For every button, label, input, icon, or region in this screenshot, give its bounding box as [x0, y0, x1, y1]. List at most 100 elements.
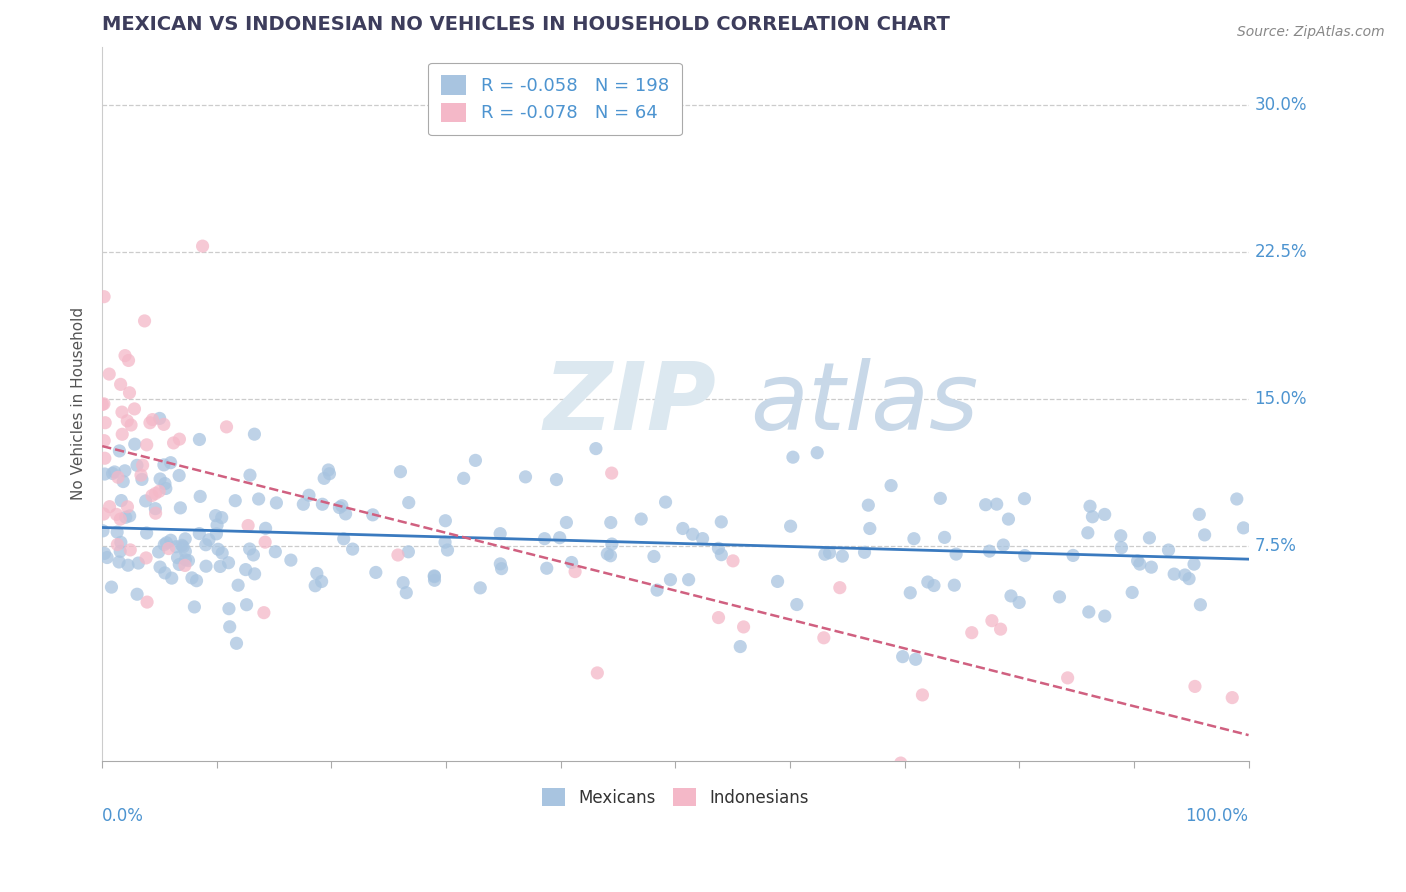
- Point: [94, 416, 117, 430]
- Point: [93, 467, 115, 481]
- Point: [682, 527, 704, 541]
- Point: [253, 606, 276, 620]
- Point: [105, 525, 128, 540]
- Point: [891, 649, 914, 664]
- Point: [818, 546, 841, 560]
- Point: [423, 569, 446, 583]
- Point: [93, 546, 115, 560]
- Point: [1081, 509, 1104, 524]
- Point: [1014, 491, 1036, 506]
- Point: [464, 453, 486, 467]
- Point: [1111, 541, 1133, 555]
- Point: [280, 553, 302, 567]
- Point: [491, 561, 513, 575]
- Point: [108, 544, 131, 558]
- Point: [239, 541, 262, 556]
- Point: [1188, 508, 1211, 522]
- Y-axis label: No Vehicles in Household: No Vehicles in Household: [72, 307, 86, 500]
- Point: [207, 542, 229, 557]
- Point: [247, 491, 270, 506]
- Point: [127, 587, 149, 601]
- Point: [108, 444, 131, 458]
- Point: [169, 432, 191, 446]
- Text: 30.0%: 30.0%: [1254, 96, 1306, 114]
- Text: MEXICAN VS INDONESIAN NO VEHICLES IN HOUSEHOLD CORRELATION CHART: MEXICAN VS INDONESIAN NO VEHICLES IN HOU…: [103, 15, 950, 34]
- Point: [186, 574, 208, 588]
- Point: [110, 493, 132, 508]
- Point: [149, 560, 172, 574]
- Point: [153, 417, 176, 432]
- Point: [155, 535, 177, 549]
- Point: [93, 434, 115, 448]
- Point: [979, 544, 1001, 558]
- Point: [198, 533, 221, 547]
- Point: [600, 537, 623, 551]
- Point: [555, 516, 578, 530]
- Point: [934, 530, 956, 544]
- Point: [929, 491, 952, 506]
- Point: [1094, 609, 1116, 624]
- Point: [209, 559, 232, 574]
- Point: [159, 533, 181, 548]
- Point: [239, 468, 262, 483]
- Point: [172, 540, 194, 554]
- Point: [1109, 529, 1132, 543]
- Point: [814, 547, 837, 561]
- Point: [114, 464, 136, 478]
- Point: [254, 521, 277, 535]
- Point: [1182, 557, 1205, 571]
- Point: [93, 397, 115, 411]
- Point: [188, 490, 211, 504]
- Point: [960, 625, 983, 640]
- Point: [990, 622, 1012, 636]
- Point: [533, 532, 555, 546]
- Point: [177, 553, 200, 567]
- Point: [396, 545, 419, 559]
- Point: [831, 549, 853, 563]
- Point: [1126, 768, 1149, 782]
- Point: [318, 463, 340, 477]
- Point: [117, 353, 139, 368]
- Point: [131, 458, 153, 472]
- Point: [766, 574, 789, 589]
- Point: [853, 545, 876, 559]
- Point: [167, 468, 190, 483]
- Point: [335, 507, 357, 521]
- Point: [423, 569, 446, 583]
- Point: [1157, 543, 1180, 558]
- Point: [153, 458, 176, 472]
- Point: [226, 578, 249, 592]
- Point: [108, 555, 131, 569]
- Point: [174, 544, 197, 558]
- Point: [733, 620, 755, 634]
- Point: [1129, 557, 1152, 571]
- Point: [585, 442, 607, 456]
- Point: [599, 516, 621, 530]
- Point: [157, 541, 180, 556]
- Point: [330, 499, 353, 513]
- Point: [392, 575, 415, 590]
- Point: [153, 476, 176, 491]
- Point: [127, 556, 149, 570]
- Point: [707, 610, 730, 624]
- Point: [1049, 590, 1071, 604]
- Point: [174, 553, 197, 567]
- Point: [305, 566, 328, 581]
- Point: [721, 554, 744, 568]
- Point: [141, 489, 163, 503]
- Point: [945, 547, 967, 561]
- Point: [858, 498, 880, 512]
- Point: [1008, 595, 1031, 609]
- Point: [96, 550, 118, 565]
- Point: [242, 548, 264, 562]
- Point: [111, 427, 134, 442]
- Text: 7.5%: 7.5%: [1254, 537, 1296, 555]
- Point: [813, 631, 835, 645]
- Point: [922, 578, 945, 592]
- Point: [117, 500, 139, 514]
- Point: [898, 586, 921, 600]
- Point: [166, 550, 188, 565]
- Point: [453, 471, 475, 485]
- Point: [434, 514, 457, 528]
- Point: [423, 574, 446, 588]
